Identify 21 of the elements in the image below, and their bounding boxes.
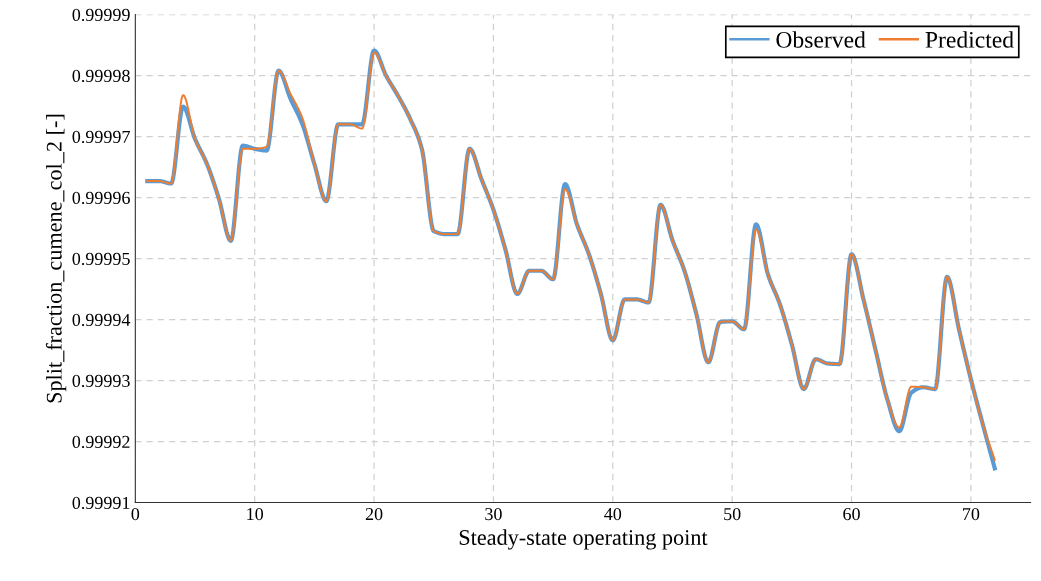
y-tick-label: 0.99995	[72, 252, 130, 266]
y-tick-label: 0.99993	[72, 374, 130, 388]
x-tick-label: 10	[247, 507, 264, 521]
x-tick-label: 40	[604, 507, 622, 521]
y-tick-label: 0.99996	[72, 191, 130, 205]
y-axis-title: Split_fraction_cumene_col_2 [-]	[45, 114, 67, 403]
y-tick-label: 0.99998	[72, 69, 130, 83]
y-tick-label: 0.99997	[72, 130, 130, 144]
x-tick-label: 30	[485, 507, 502, 521]
legend-label: Observed	[776, 31, 866, 48]
y-tick-label: 0.99991	[72, 496, 130, 510]
y-tick-label: 0.99999	[72, 8, 130, 22]
x-tick-label: 0	[131, 507, 140, 521]
x-tick-label: 70	[963, 507, 980, 521]
x-axis-title: Steady-state operating point	[459, 529, 708, 550]
legend-label: Predicted	[925, 31, 1014, 48]
x-tick-label: 50	[724, 507, 741, 521]
x-tick-label: 60	[843, 507, 860, 521]
y-tick-label: 0.99992	[72, 435, 130, 449]
x-tick-label: 20	[365, 507, 383, 521]
y-tick-label: 0.99994	[72, 313, 131, 327]
